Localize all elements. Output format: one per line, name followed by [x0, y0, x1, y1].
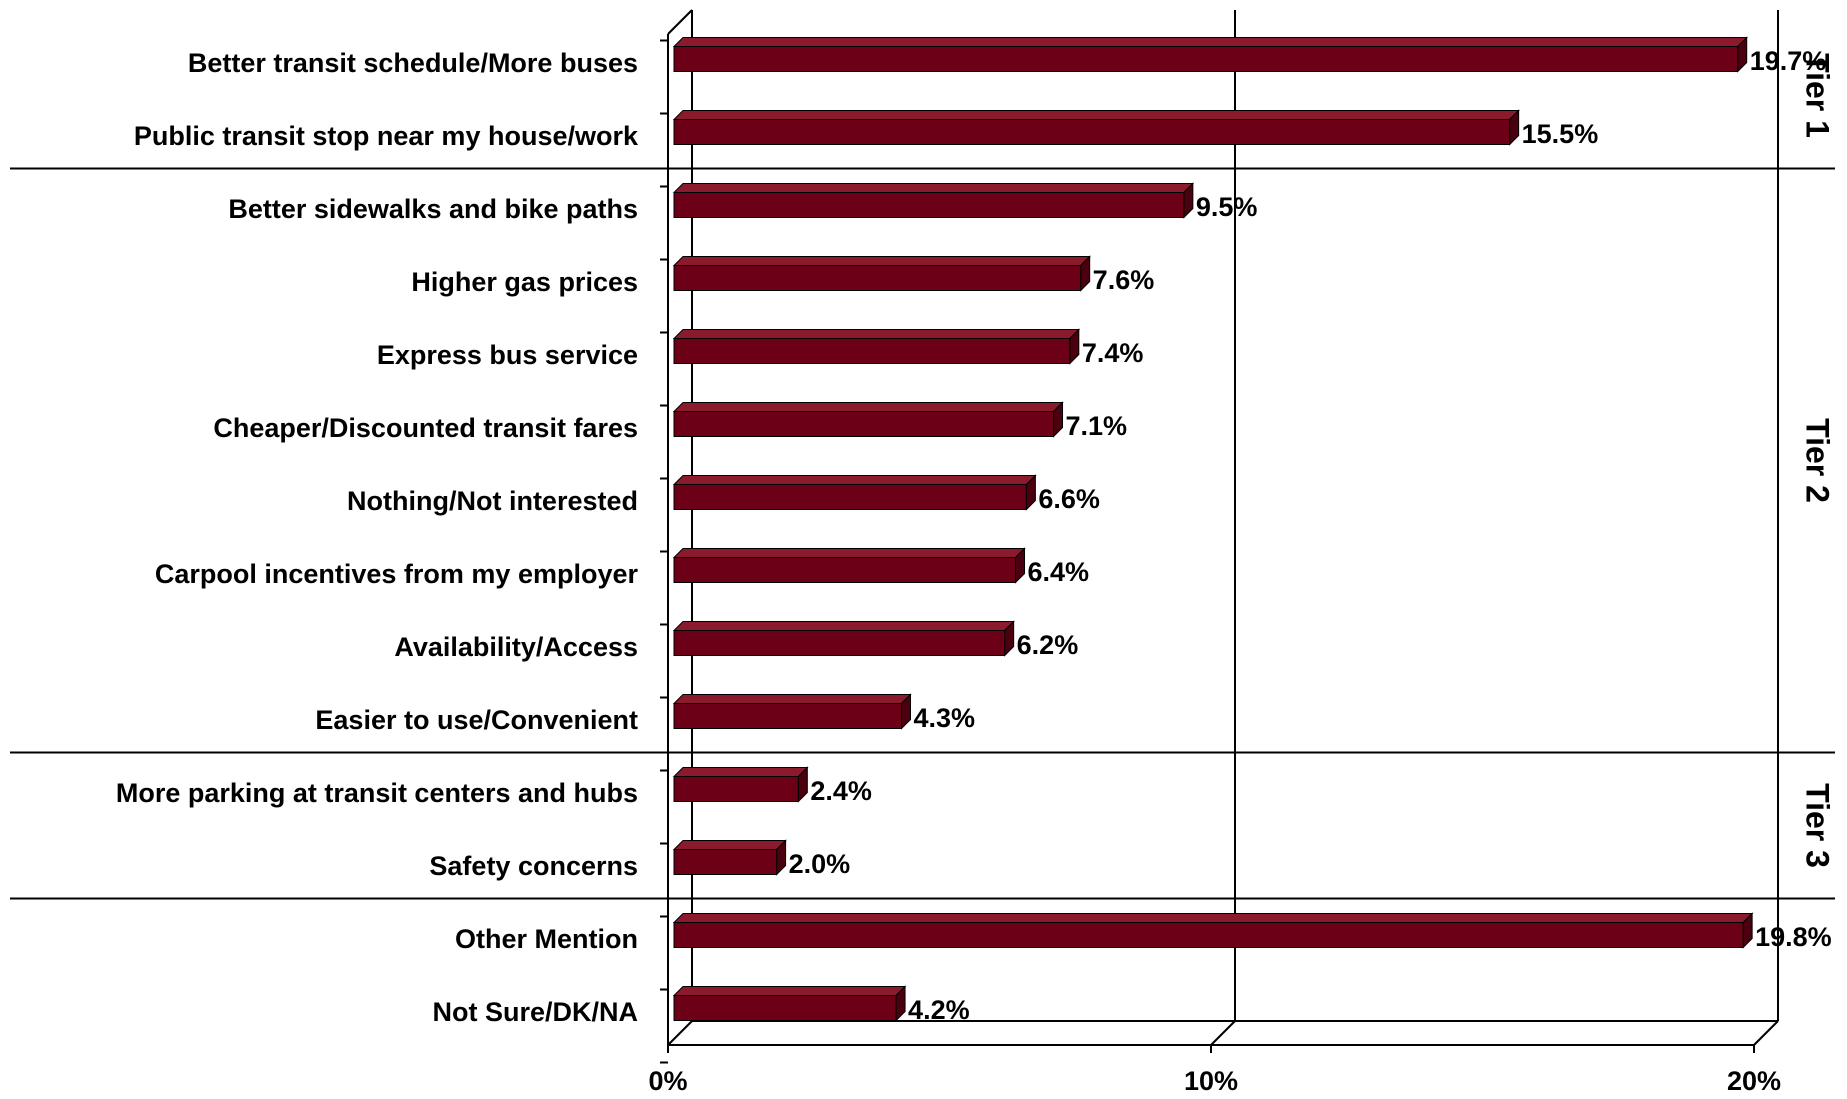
category-label: Not Sure/DK/NA [432, 997, 638, 1027]
category-label: Carpool incentives from my employer [155, 559, 639, 589]
category-label: Better sidewalks and bike paths [228, 194, 638, 224]
category-label: Nothing/Not interested [347, 486, 638, 516]
value-label: 6.2% [1017, 630, 1079, 660]
bar-top [672, 110, 1520, 120]
back-top [667, 9, 693, 35]
bar-top [672, 256, 1091, 266]
bar-top [672, 402, 1064, 412]
category-label: Cheaper/Discounted transit fares [213, 413, 638, 443]
bar [673, 192, 1185, 218]
floor-depth [667, 1020, 693, 1046]
bar-top [672, 840, 787, 850]
bar-top [672, 329, 1081, 339]
bar [673, 265, 1082, 291]
category-label: More parking at transit centers and hubs [116, 778, 638, 808]
category-label: Higher gas prices [411, 267, 638, 297]
bar [673, 630, 1006, 656]
bar [673, 849, 778, 875]
bar-top [672, 767, 809, 777]
bar [673, 484, 1027, 510]
value-label: 7.6% [1093, 265, 1155, 295]
bar [673, 338, 1071, 364]
category-label: Other Mention [455, 924, 638, 954]
bar-top [672, 37, 1748, 47]
bar-top [672, 621, 1015, 631]
x-tick-label: 0% [648, 1066, 687, 1096]
value-label: 19.8% [1755, 922, 1832, 952]
category-label: Better transit schedule/More buses [188, 48, 638, 78]
category-label: Express bus service [377, 340, 638, 370]
value-label: 15.5% [1522, 119, 1599, 149]
bar [673, 703, 902, 729]
category-label: Availability/Access [394, 632, 638, 662]
bar [673, 995, 897, 1021]
bar [673, 46, 1739, 72]
bar-top [672, 475, 1037, 485]
value-label: 7.4% [1082, 338, 1144, 368]
value-label: 2.4% [810, 776, 872, 806]
value-label: 9.5% [1196, 192, 1258, 222]
group-label: Tier 1 [1800, 53, 1836, 138]
category-label: Easier to use/Convenient [315, 705, 638, 735]
x-tick-label: 20% [1727, 1066, 1781, 1096]
value-label: 2.0% [789, 849, 851, 879]
floor-depth [1753, 1020, 1779, 1046]
value-label: 19.7% [1750, 46, 1827, 76]
value-label: 7.1% [1066, 411, 1128, 441]
floor-depth [1210, 1020, 1236, 1046]
bar-top [672, 986, 907, 996]
bar-top [672, 183, 1195, 193]
category-label: Safety concerns [429, 851, 638, 881]
value-label: 6.4% [1028, 557, 1090, 587]
bar [673, 119, 1511, 145]
bar [673, 411, 1055, 437]
value-label: 4.3% [913, 703, 975, 733]
group-label: Tier 2 [1800, 418, 1836, 503]
bar [673, 776, 799, 802]
bar [673, 557, 1017, 583]
group-label: Tier 3 [1800, 783, 1836, 868]
bar-top [672, 913, 1754, 923]
category-label: Public transit stop near my house/work [134, 121, 639, 151]
value-label: 4.2% [908, 995, 970, 1025]
bar [673, 922, 1744, 948]
value-label: 6.6% [1038, 484, 1100, 514]
bar-top [672, 548, 1026, 558]
x-tick-label: 10% [1184, 1066, 1238, 1096]
bar-top [672, 694, 912, 704]
